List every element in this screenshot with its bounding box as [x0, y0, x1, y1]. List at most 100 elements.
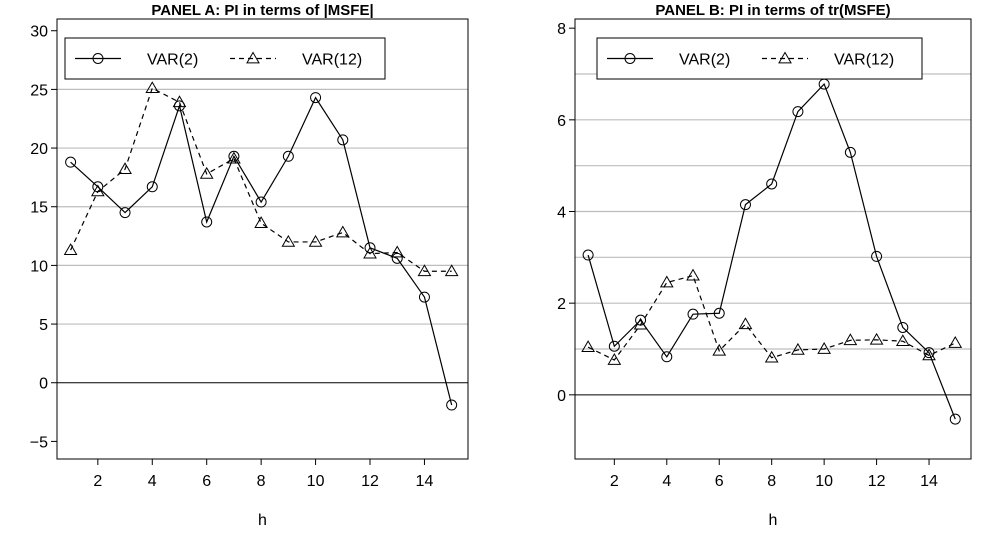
data-point	[687, 308, 699, 320]
legend-marker	[778, 51, 792, 64]
y-tick-label: 10	[30, 258, 48, 275]
series-line	[70, 96, 453, 406]
series-var-2	[582, 78, 961, 425]
x-axis-label: h	[769, 512, 778, 529]
y-tick-label: 8	[557, 21, 566, 38]
data-point	[817, 342, 832, 354]
data-point	[446, 399, 458, 411]
y-tick-label: 0	[39, 376, 48, 393]
data-point	[582, 249, 594, 261]
data-point	[843, 333, 858, 346]
data-point	[228, 150, 240, 162]
x-tick-label: 14	[920, 473, 938, 490]
x-tick-label: 2	[610, 473, 619, 490]
x-tick-label: 4	[662, 473, 671, 490]
data-point	[581, 340, 595, 352]
data-point	[633, 317, 648, 330]
legend-label: VAR(12)	[834, 52, 894, 69]
panel-a: PANEL A: PI in terms of |MSFE| −5 0 5 10 15 20…	[30, 2, 469, 529]
x-tick-label: 4	[148, 473, 157, 490]
x-tick-label: 10	[307, 473, 325, 490]
legend-marker	[624, 53, 636, 64]
data-point	[791, 342, 805, 355]
y-tick-label: 4	[557, 205, 566, 222]
series-var-12	[63, 81, 459, 277]
data-point	[712, 343, 727, 356]
data-point	[172, 95, 187, 108]
data-point	[199, 166, 214, 179]
x-tick-label: 14	[416, 473, 434, 490]
legend: VAR(2) VAR(12)	[64, 37, 386, 80]
data-point	[897, 321, 909, 333]
data-point	[895, 334, 910, 347]
x-tick-label: 12	[361, 473, 379, 490]
data-point	[391, 252, 403, 264]
data-point	[417, 264, 432, 277]
legend-marker	[246, 51, 260, 64]
data-point	[255, 196, 267, 208]
y-tick-label: 30	[30, 24, 48, 41]
data-point	[364, 242, 376, 254]
x-tick-label: 8	[257, 473, 266, 490]
data-point	[661, 351, 673, 363]
x-tick-label: 8	[767, 473, 776, 490]
series-line	[70, 87, 452, 272]
series-var-2	[65, 92, 458, 411]
chart-title: PANEL B: PI in terms of tr(MSFE)	[655, 2, 890, 19]
data-point	[282, 150, 294, 162]
data-point	[337, 134, 349, 146]
chart-title: PANEL A: PI in terms of |MSFE|	[151, 2, 373, 19]
data-point	[281, 234, 296, 247]
x-axis-label: h	[258, 512, 267, 529]
data-point	[869, 332, 884, 345]
data-point	[444, 264, 459, 277]
data-point	[418, 291, 430, 303]
y-tick-label: 2	[557, 296, 566, 313]
legend-label: VAR(2)	[679, 52, 730, 69]
y-tick-label: −5	[30, 434, 48, 451]
legend-marker	[92, 53, 104, 64]
data-point	[659, 275, 674, 288]
panel-b: PANEL B: PI in terms of tr(MSFE) 0 2 4 6 8 2 4 6…	[557, 2, 972, 529]
x-tick-label: 12	[868, 473, 886, 490]
data-point	[335, 225, 350, 238]
data-point	[308, 234, 323, 247]
y-tick-label: 5	[39, 317, 48, 334]
data-point	[146, 181, 158, 193]
data-point	[201, 216, 213, 228]
x-tick-label: 6	[715, 473, 724, 490]
data-point	[607, 353, 622, 365]
data-point	[922, 348, 936, 361]
data-point	[118, 162, 132, 175]
series-line	[587, 274, 956, 361]
data-point	[739, 199, 751, 211]
y-tick-label: 15	[30, 200, 48, 217]
series-line	[587, 82, 956, 420]
x-tick-label: 6	[202, 473, 211, 490]
legend-label: VAR(12)	[302, 52, 362, 69]
data-point	[764, 350, 779, 363]
legend: VAR(2) VAR(12)	[596, 37, 923, 80]
data-point	[145, 81, 160, 94]
data-point	[390, 245, 405, 258]
data-point	[738, 317, 753, 330]
data-point	[766, 178, 778, 190]
x-tick-label: 10	[815, 473, 833, 490]
data-point	[871, 250, 883, 262]
y-tick-label: 20	[30, 141, 48, 158]
data-point	[310, 92, 322, 104]
data-point	[949, 413, 961, 425]
y-tick-label: 0	[557, 388, 566, 405]
plot-frame	[574, 18, 972, 460]
y-tick-label: 6	[557, 113, 566, 130]
data-point	[713, 307, 725, 319]
data-point	[844, 146, 856, 158]
plot-frame	[56, 18, 469, 460]
data-point	[227, 151, 241, 164]
data-point	[65, 156, 77, 168]
data-point	[363, 246, 377, 259]
data-point	[119, 207, 131, 219]
x-tick-label: 2	[93, 473, 102, 490]
data-point	[608, 340, 620, 352]
